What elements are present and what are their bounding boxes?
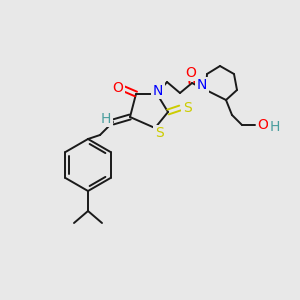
Text: O: O <box>258 118 268 132</box>
Text: H: H <box>270 120 280 134</box>
Text: O: O <box>186 66 196 80</box>
Text: O: O <box>112 81 123 95</box>
Text: N: N <box>197 78 207 92</box>
Text: H: H <box>101 112 111 126</box>
Text: S: S <box>154 126 164 140</box>
Text: S: S <box>183 101 191 115</box>
Text: N: N <box>153 84 163 98</box>
